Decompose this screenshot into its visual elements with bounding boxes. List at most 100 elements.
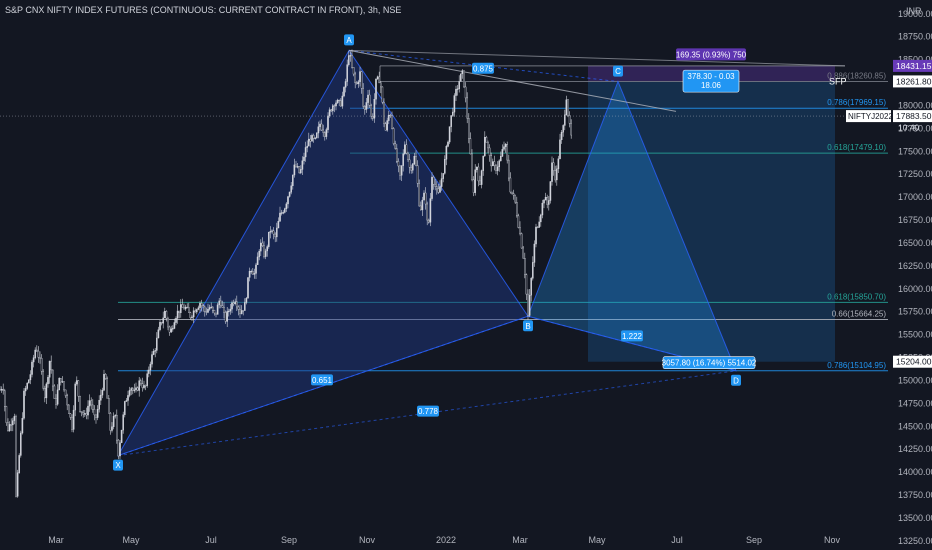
candle-body	[48, 360, 51, 378]
candle-body	[176, 310, 179, 319]
price-tag	[893, 59, 932, 72]
candle-body	[271, 230, 273, 232]
candle-body	[60, 378, 62, 383]
candle-body	[548, 200, 550, 205]
candle-body	[506, 143, 509, 161]
candle-body	[544, 196, 547, 201]
x-tick-label: Nov	[359, 535, 376, 545]
candle-body	[314, 137, 317, 139]
pattern-point-label: D	[733, 376, 739, 385]
symbol-tag	[846, 110, 891, 123]
y-tick-label: 16750.00	[898, 215, 932, 225]
candle-body	[450, 115, 453, 127]
candle-body	[354, 73, 357, 84]
y-tick-label: 19000.00	[898, 9, 932, 19]
candle-body	[18, 455, 21, 473]
candle-body	[115, 415, 118, 441]
candle-body	[123, 401, 126, 416]
candle-body	[208, 307, 211, 310]
candle-body	[162, 317, 165, 324]
candle-body	[348, 55, 350, 65]
candle-body	[496, 166, 499, 171]
pattern-point-label: C	[615, 67, 621, 76]
candle-body	[21, 418, 24, 434]
candle-body	[260, 242, 262, 252]
candle-body	[389, 114, 392, 117]
candle-body	[327, 115, 329, 130]
candle-body	[127, 395, 129, 401]
candle-body	[144, 385, 147, 387]
candle-body	[530, 278, 532, 296]
candle-body	[200, 303, 203, 306]
candle-body	[520, 233, 523, 249]
x-tick-label: Mar	[48, 535, 64, 545]
candle-body	[274, 233, 277, 238]
candle-body	[296, 166, 299, 168]
ratio-badge	[621, 330, 643, 342]
candle-body	[300, 169, 302, 174]
candle-body	[120, 429, 123, 443]
candle-body	[445, 146, 448, 160]
candle-body	[45, 383, 48, 399]
candle-body	[543, 199, 545, 204]
candle-body	[516, 201, 518, 216]
candle-body	[29, 374, 32, 381]
candle-body	[213, 310, 216, 314]
candle-body	[146, 373, 149, 386]
candle-body	[99, 394, 102, 401]
y-tick-label: 17000.00	[898, 192, 932, 202]
candle-body	[364, 106, 366, 110]
candle-body	[436, 186, 438, 190]
ratio-label: 0.875	[473, 64, 494, 73]
boxes-layer	[588, 65, 835, 362]
candle-body	[20, 432, 22, 456]
y-tick-label: 14000.00	[898, 467, 932, 477]
x-tick-label: May	[122, 535, 140, 545]
candle-body	[309, 138, 312, 142]
candle-body	[165, 311, 168, 319]
x-tick-label: May	[588, 535, 606, 545]
candle-body	[114, 415, 116, 417]
candle-body	[400, 165, 403, 176]
candle-body	[423, 192, 425, 201]
candle-body	[421, 199, 424, 211]
candle-body	[277, 220, 280, 229]
candle-body	[75, 380, 78, 385]
candle-body	[466, 97, 469, 119]
candle-body	[535, 226, 537, 245]
candle-body	[93, 409, 96, 416]
candle-body	[240, 310, 243, 314]
candle-body	[476, 166, 478, 170]
candle-body	[189, 312, 192, 319]
y-tick-label: 16250.00	[898, 261, 932, 271]
candle-body	[52, 369, 54, 387]
candle-body	[58, 378, 60, 391]
candle-body	[447, 141, 449, 147]
candle-body	[106, 378, 108, 399]
y-tick-label: 16500.00	[898, 238, 932, 248]
candle-body	[163, 311, 166, 319]
candle-body	[551, 162, 553, 182]
candle-body	[474, 169, 477, 193]
candle-body	[143, 385, 145, 388]
candle-body	[253, 273, 256, 275]
candle-body	[330, 109, 333, 112]
candle-body	[458, 81, 461, 90]
candle-body	[101, 389, 104, 396]
candle-body	[50, 360, 52, 371]
candle-body	[460, 73, 462, 82]
candle-body	[32, 357, 35, 363]
candle-body	[567, 99, 569, 116]
candle-body	[82, 412, 84, 415]
candle-body	[263, 245, 265, 257]
candle-body	[181, 304, 184, 308]
candle-body	[362, 88, 365, 107]
candle-body	[488, 147, 491, 156]
pattern-point-label: X	[115, 461, 121, 470]
candle-body	[111, 426, 113, 431]
candle-body	[541, 202, 544, 216]
candle-body	[139, 380, 142, 384]
candle-body	[175, 318, 177, 323]
pattern-triangle-bcd	[527, 80, 737, 372]
